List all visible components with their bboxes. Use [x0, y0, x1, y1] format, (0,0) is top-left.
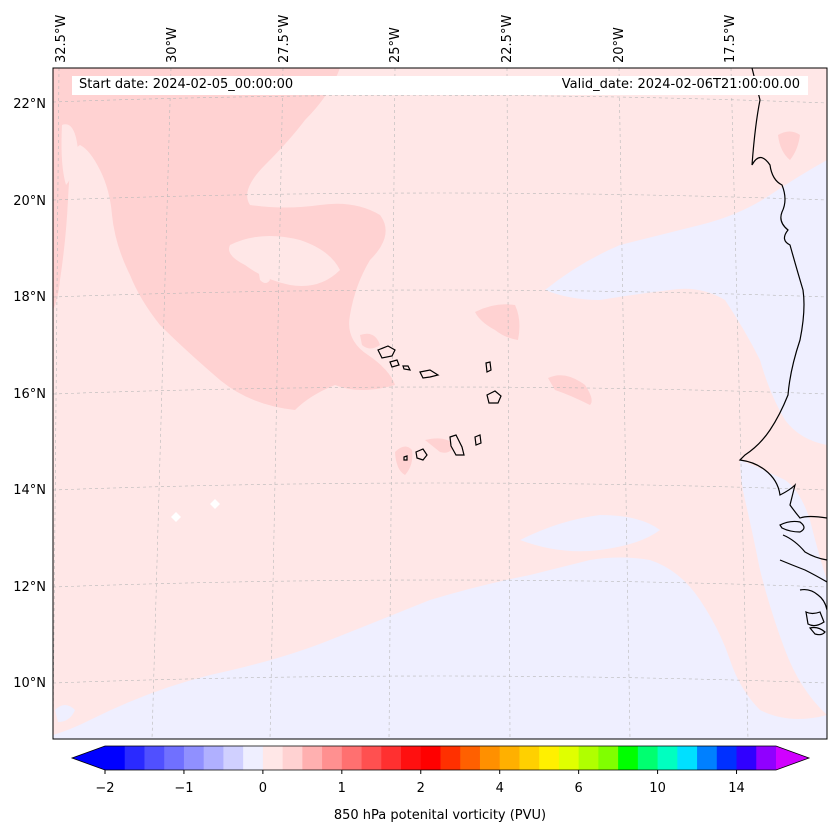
lat-label-14n: 14°N: [13, 483, 46, 498]
colorbar-extend-low: [72, 746, 105, 770]
colorbar-tick-label: −1: [174, 781, 194, 796]
start-date-label: Start date: 2024-02-05_00:00:00: [79, 77, 294, 92]
colorbar-tick-label: 6: [574, 781, 583, 796]
colorbar-bin: [243, 746, 264, 770]
pv-region-negative-small: [400, 710, 430, 719]
colorbar-bin: [203, 746, 224, 770]
island-brava: [403, 455, 408, 461]
pv-region-negative-east: [545, 160, 827, 445]
colorbar-bin: [144, 746, 165, 770]
pv-field: [53, 68, 827, 739]
pv-region-negative-south: [53, 557, 827, 739]
island-sao-vicente: [389, 359, 400, 368]
colorbar-bin: [183, 746, 205, 770]
colorbar-bin: [440, 746, 461, 770]
colorbar-tick-label: 14: [728, 781, 745, 796]
colorbar-title: 850 hPa potenital vorticity (PVU): [333, 808, 547, 823]
valid-date-label: Valid_date: 2024-02-06T21:00:00.00: [561, 77, 800, 92]
colorbar-tick-label: 10: [649, 781, 666, 796]
island-maio: [474, 434, 482, 446]
lat-label-12n: 12°N: [13, 580, 46, 595]
pv-region-negative-mid: [520, 515, 660, 552]
pv-blob-a: [475, 304, 520, 340]
colorbar-bin: [558, 746, 580, 770]
lon-label-20w: 20°W: [612, 27, 627, 63]
pv-blob-c: [395, 446, 413, 475]
colorbar-bin: [401, 746, 422, 770]
colorbar-bin: [657, 746, 678, 770]
island-boa-vista: [486, 390, 502, 404]
pv-region-high-northwest: [53, 68, 395, 410]
lon-label-32-5w: 32.5°W: [54, 14, 69, 63]
colorbar-tick-label: 0: [258, 781, 268, 796]
colorbar-tick-label: −2: [95, 781, 115, 796]
lon-label-30w: 30°W: [165, 27, 180, 63]
colorbar-bin: [124, 746, 145, 770]
pv-region-negative-coast: [740, 460, 827, 715]
colorbar-bin: [262, 746, 284, 770]
colorbar-bin: [361, 746, 382, 770]
colorbar-bin: [756, 746, 777, 770]
island-sal: [485, 361, 492, 373]
pv-blob-f: [778, 131, 800, 160]
colorbar-extend-high: [776, 746, 809, 770]
colorbar-tick-label: 2: [416, 781, 425, 796]
island-fogo: [415, 448, 428, 461]
cape-verde-islands: [377, 345, 502, 461]
colorbar-bin: [618, 746, 639, 770]
colorbar-bin: [499, 746, 520, 770]
pv-hole-2: [61, 124, 78, 185]
pv-blob-d: [425, 438, 455, 453]
colorbar-bin: [105, 746, 126, 770]
colorbar-bin: [697, 746, 718, 770]
colorbar-bin: [637, 746, 659, 770]
colorbar-bin: [677, 746, 698, 770]
colorbar-bin: [736, 746, 757, 770]
island-santiago: [449, 434, 465, 456]
lon-label-25w: 25°W: [388, 27, 403, 63]
pv-blob-b: [548, 375, 592, 405]
island-santa-luzia: [402, 365, 412, 371]
lat-label-10n: 10°N: [13, 676, 46, 691]
date-info-bar: Start date: 2024-02-05_00:00:00 Valid_da…: [72, 76, 808, 95]
colorbar-bin: [479, 746, 501, 770]
colorbar-bin: [164, 746, 185, 770]
colorbar-tick-label: 4: [495, 781, 504, 796]
lat-label-22n: 22°N: [13, 97, 46, 112]
lat-label-18n: 18°N: [13, 290, 46, 305]
pv-spot-1: [171, 512, 181, 522]
lon-label-22-5w: 22.5°W: [500, 14, 515, 63]
colorbar-bin: [420, 746, 441, 770]
colorbar-bin: [282, 746, 303, 770]
colorbar-tick-label: 1: [337, 781, 346, 796]
colorbar-bin: [341, 746, 363, 770]
colorbar: [70, 745, 811, 774]
lon-label-27-5w: 27.5°W: [277, 14, 292, 63]
colorbar-bin: [578, 746, 599, 770]
colorbar-bin: [302, 746, 323, 770]
gridlines: [53, 68, 827, 739]
colorbar-bin: [460, 746, 481, 770]
coastline: [738, 68, 827, 636]
colorbar-bin: [322, 746, 343, 770]
island-santo-antao: [377, 345, 396, 359]
pv-hole-3: [258, 267, 270, 283]
lon-label-17-5w: 17.5°W: [723, 14, 738, 63]
colorbar-bin: [519, 746, 540, 770]
colorbar-bin: [381, 746, 402, 770]
colorbar-bin: [716, 746, 738, 770]
colorbar-bin: [223, 746, 244, 770]
pv-blob-e: [360, 333, 380, 349]
map-frame: [52, 67, 828, 740]
pv-spot-2: [210, 499, 220, 509]
pv-region-negative-left: [55, 705, 75, 722]
lat-label-20n: 20°N: [13, 194, 46, 209]
colorbar-bin: [598, 746, 619, 770]
colorbar-bin: [539, 746, 560, 770]
pv-hole-1: [229, 236, 340, 286]
island-sao-nicolau: [419, 369, 440, 379]
lat-label-16n: 16°N: [13, 387, 46, 402]
